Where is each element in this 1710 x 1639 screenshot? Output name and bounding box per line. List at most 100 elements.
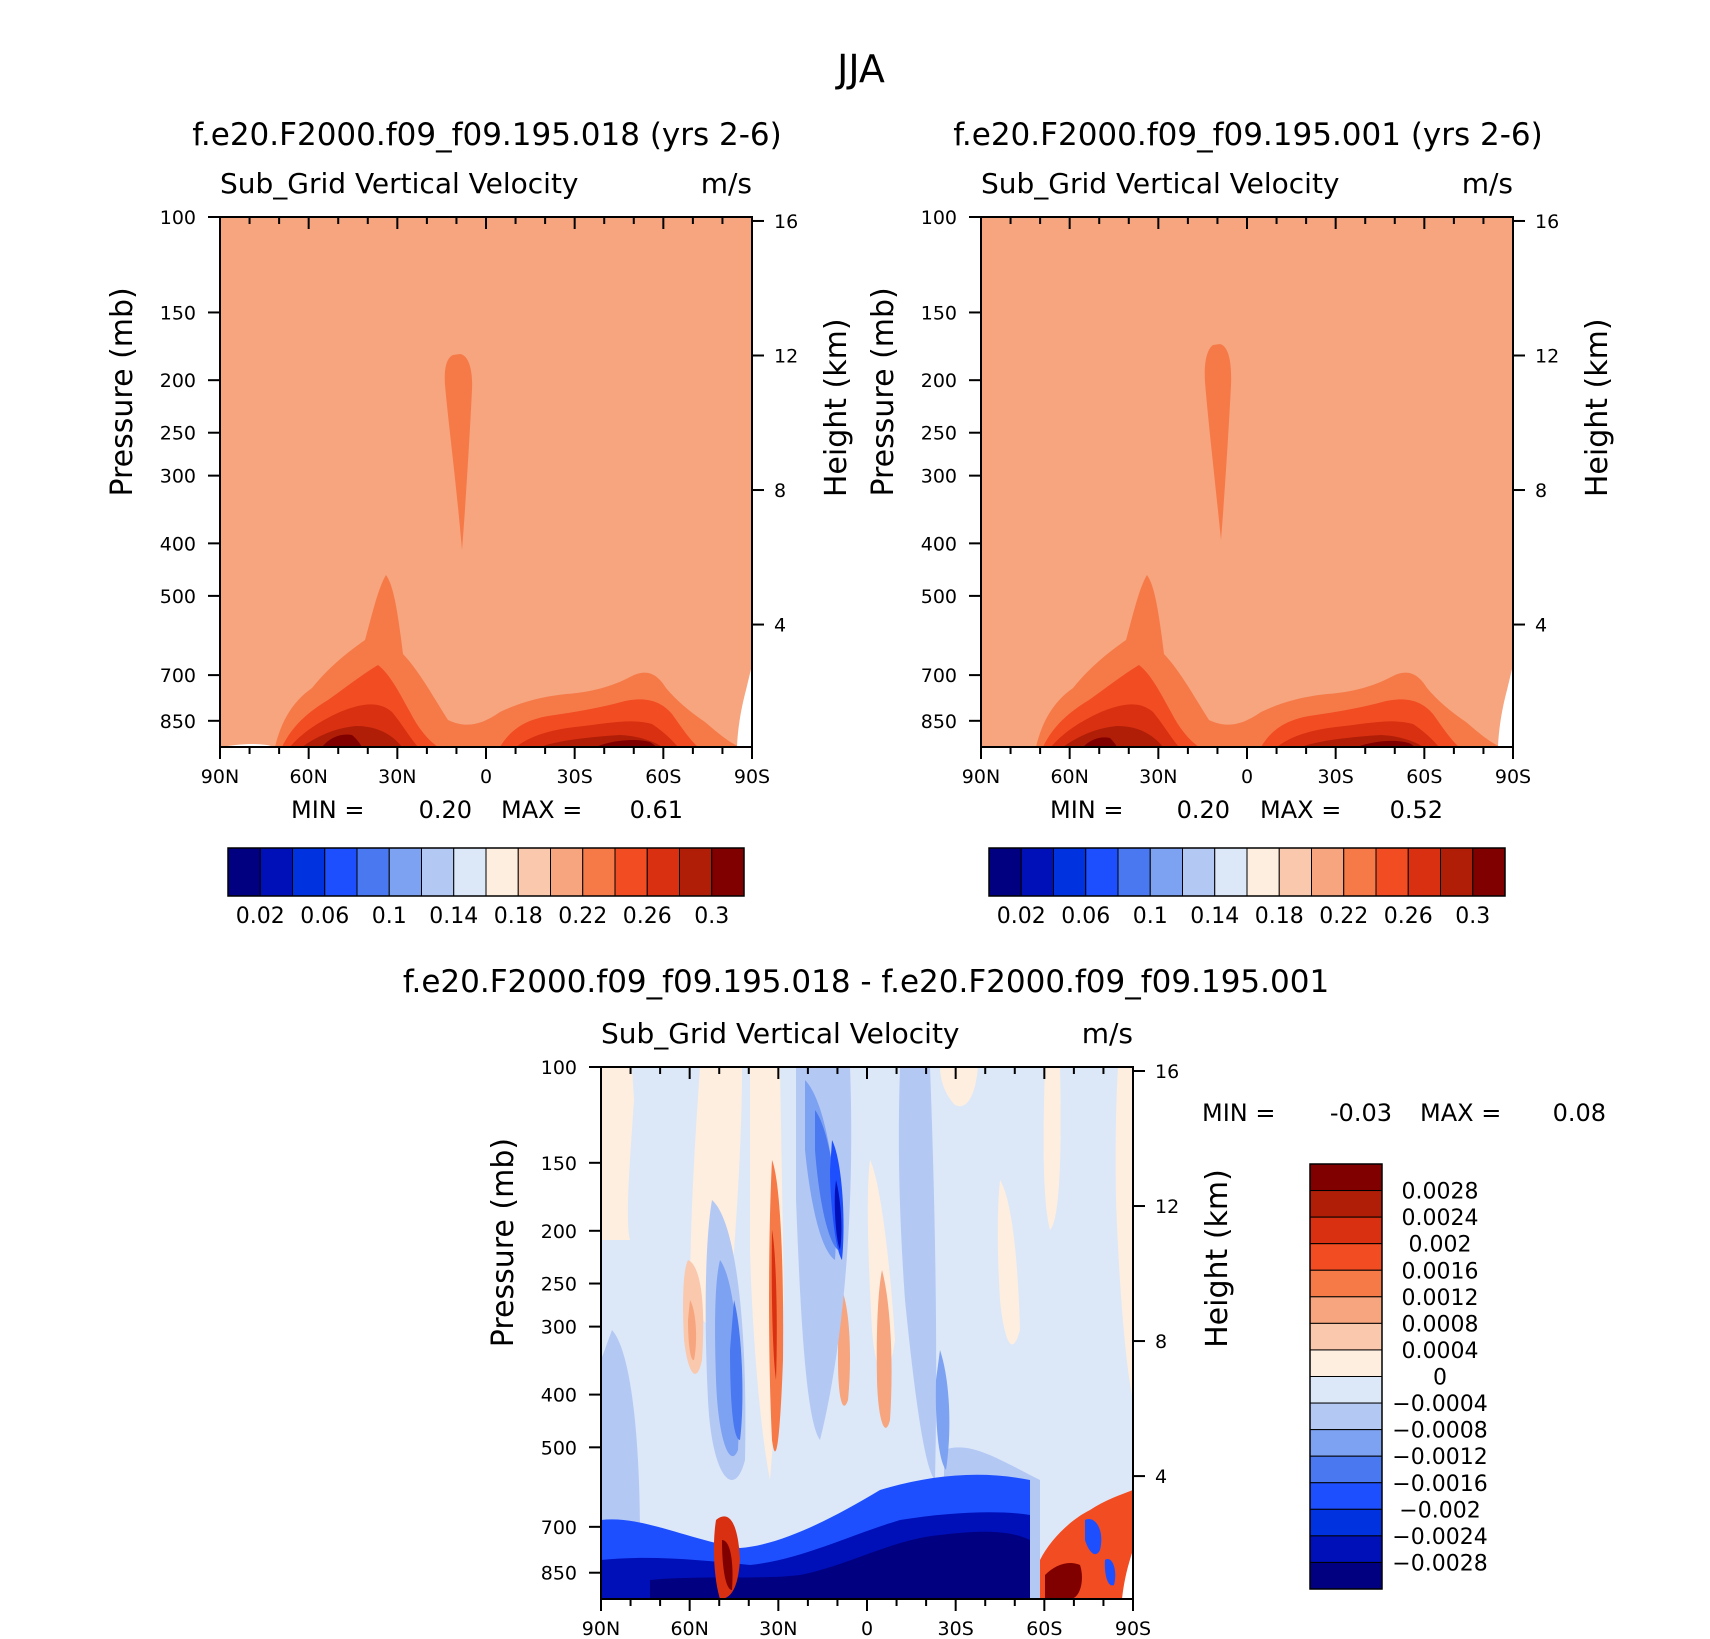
- colorbar-label: −0.0028: [1392, 1551, 1487, 1576]
- x-tick-label: 60N: [289, 766, 327, 788]
- y-tick-label: 400: [541, 1385, 577, 1407]
- positive-weak-region: [997, 1180, 1020, 1345]
- colorbar-label: −0.0024: [1392, 1525, 1487, 1550]
- panel-field-label: Sub_Grid Vertical Velocity: [220, 167, 579, 200]
- colorbar-label: 0.0008: [1402, 1312, 1479, 1337]
- colorbar-swatch: [1407, 847, 1441, 897]
- y2-tick-label: 8: [1155, 1331, 1167, 1353]
- negative-weak-region: [601, 1330, 640, 1560]
- lowlevel-negative-core: [650, 1531, 1030, 1599]
- x-tick-label: 90S: [1495, 766, 1531, 788]
- colorbar-swatch: [1149, 847, 1183, 897]
- x-tick-label: 0: [480, 766, 492, 788]
- colorbar-swatch: [485, 847, 519, 897]
- x-tick-label: 60S: [1026, 1618, 1062, 1639]
- colorbar-frame: [988, 847, 1506, 897]
- panel-title: f.e20.F2000.f09_f09.195.018 - f.e20.F200…: [403, 964, 1329, 1000]
- y-tick-label: 500: [160, 586, 196, 608]
- colorbar-swatch: [356, 847, 390, 897]
- y-tick-label: 200: [921, 370, 957, 392]
- colorbar-swatch: [1309, 1482, 1383, 1510]
- colorbar-swatch: [550, 847, 584, 897]
- colorbar-swatch: [1309, 1561, 1383, 1590]
- colorbar-swatch: [1309, 1243, 1383, 1271]
- colorbar-label: 0: [1433, 1366, 1447, 1391]
- negative-strong-region: [815, 1110, 839, 1250]
- y2-tick-label: 4: [1155, 1466, 1167, 1488]
- colorbar-label: 0.0028: [1402, 1180, 1479, 1205]
- y2-tick-label: 12: [774, 345, 798, 367]
- colorbar-swatch: [1375, 847, 1409, 897]
- colorbar-swatch: [1309, 1508, 1383, 1537]
- colorbar-label: −0.0004: [1392, 1392, 1487, 1417]
- x-tick-label: 60S: [645, 766, 681, 788]
- colorbar-swatch: [711, 847, 745, 897]
- colorbar-label: −0.002: [1399, 1498, 1480, 1523]
- positive-weak-region: [1115, 1067, 1133, 1400]
- colorbar-label: 0.22: [558, 904, 607, 929]
- x-tick-label: 30S: [1318, 766, 1354, 788]
- x-tick-label: 30S: [938, 1618, 974, 1639]
- colorbar-swatch: [1309, 1376, 1383, 1404]
- min-value: 0.20: [419, 796, 472, 824]
- panel-difference: f.e20.F2000.f09_f09.195.018 - f.e20.F200…: [403, 964, 1606, 1639]
- colorbar-swatch: [646, 847, 680, 897]
- colorbar-label: 0.26: [1384, 904, 1433, 929]
- colorbar-label: 0.02: [236, 904, 285, 929]
- colorbar-swatch: [1309, 1322, 1383, 1351]
- y-tick-label: 300: [160, 466, 196, 488]
- y-tick-label: 400: [921, 533, 957, 555]
- x-tick-label: 30N: [759, 1618, 797, 1639]
- y-tick-label: 500: [541, 1437, 577, 1459]
- y-tick-label: 700: [921, 665, 957, 687]
- x-tick-label: 60N: [1050, 766, 1088, 788]
- panel-case-018: f.e20.F2000.f09_f09.195.018 (yrs 2-6) Su…: [105, 117, 854, 929]
- positive-moderate-region: [876, 1270, 892, 1428]
- upper-jet-maximum: [1204, 344, 1232, 540]
- max-label: MAX =: [1420, 1099, 1501, 1127]
- panel-units: m/s: [701, 167, 752, 200]
- y2-tick-label: 12: [1155, 1196, 1179, 1218]
- positive-weak-region: [1043, 1067, 1061, 1230]
- panel-title: f.e20.F2000.f09_f09.195.018 (yrs 2-6): [192, 117, 782, 153]
- y-tick-label: 100: [160, 207, 196, 229]
- contour-field: [220, 217, 752, 747]
- max-value: 0.52: [1390, 796, 1443, 824]
- max-label: MAX =: [501, 796, 582, 824]
- max-value: 0.08: [1553, 1099, 1606, 1127]
- y2-axis-label: Height (km): [1200, 1169, 1235, 1348]
- y-tick-label: 850: [921, 711, 957, 733]
- y-tick-label: 300: [921, 466, 957, 488]
- y-axis-label: Pressure (mb): [866, 287, 901, 496]
- y-tick-label: 700: [541, 1517, 577, 1539]
- colorbar-swatch: [1278, 847, 1312, 897]
- colorbar-label: 0.1: [372, 904, 407, 929]
- colorbar-label: −0.0008: [1392, 1419, 1487, 1444]
- colorbar-label: −0.0016: [1392, 1472, 1487, 1497]
- colorbar-swatch: [1246, 847, 1280, 897]
- max-label: MAX =: [1260, 796, 1341, 824]
- colorbar-swatch: [1214, 847, 1248, 897]
- colorbar-label: 0.1: [1133, 904, 1168, 929]
- field-background: [981, 217, 1513, 747]
- colorbar-swatch: [421, 847, 455, 897]
- y2-axis-label: Height (km): [819, 318, 854, 497]
- x-tick-label: 30N: [378, 766, 416, 788]
- colorbar-swatch: [1053, 847, 1087, 897]
- x-tick-label: 90N: [962, 766, 1000, 788]
- y-tick-label: 200: [541, 1221, 577, 1243]
- min-value: 0.20: [1177, 796, 1230, 824]
- colorbar-label: 0.0016: [1402, 1259, 1479, 1284]
- lowlevel-maximum-band-level4: [302, 726, 662, 747]
- panel-units: m/s: [1462, 167, 1513, 200]
- colorbar: 0.02 0.06 0.1 0.14 0.18 0.22 0.26 0.3: [227, 847, 745, 929]
- panel-title: f.e20.F2000.f09_f09.195.001 (yrs 2-6): [953, 117, 1543, 153]
- lowlevel-maximum-band-level4: [1063, 726, 1423, 747]
- y-axis-label: Pressure (mb): [486, 1138, 521, 1347]
- y-tick-label: 700: [160, 665, 196, 687]
- colorbar-frame: [227, 847, 745, 897]
- colorbar-swatch: [1085, 847, 1119, 897]
- field-background: [220, 217, 752, 747]
- y-tick-label: 400: [160, 533, 196, 555]
- colorbar-label: −0.0012: [1392, 1445, 1487, 1470]
